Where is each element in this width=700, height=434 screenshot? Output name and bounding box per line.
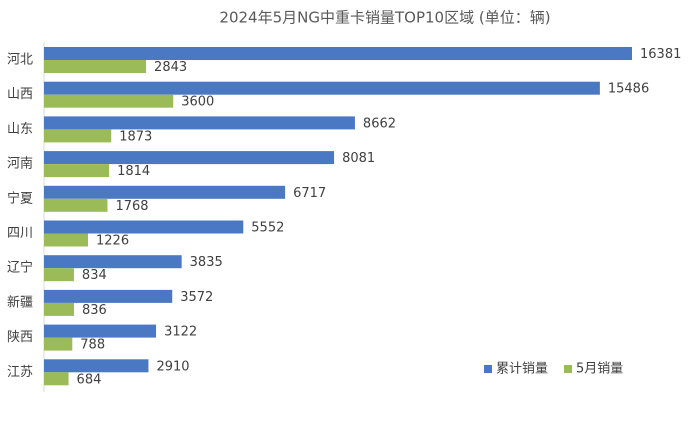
bar xyxy=(44,116,355,130)
bar xyxy=(44,60,147,73)
y-tick-label: 四川 xyxy=(7,226,33,241)
data-label: 6717 xyxy=(293,186,326,201)
bar xyxy=(44,337,73,351)
bar xyxy=(44,302,75,316)
y-tick-label: 河南 xyxy=(7,156,33,172)
bar xyxy=(44,47,632,60)
data-label: 1814 xyxy=(117,164,150,179)
bar xyxy=(44,359,149,373)
bar xyxy=(44,372,69,386)
data-label: 5552 xyxy=(251,221,284,236)
bar xyxy=(44,289,173,303)
legend-label: 累计销量 xyxy=(496,362,548,377)
bar xyxy=(44,233,89,247)
data-label: 3572 xyxy=(180,290,213,305)
data-label: 3122 xyxy=(164,325,197,340)
data-label: 8081 xyxy=(342,151,375,166)
bar xyxy=(44,129,112,143)
bar xyxy=(44,324,157,338)
bar xyxy=(44,255,182,269)
y-tick-label: 山西 xyxy=(7,87,33,102)
bar xyxy=(44,268,74,282)
bar xyxy=(44,81,600,95)
y-tick-label: 辽宁 xyxy=(7,260,33,276)
data-label: 1226 xyxy=(96,234,129,249)
data-label: 834 xyxy=(82,268,107,283)
y-tick-label: 宁夏 xyxy=(7,190,33,206)
data-label: 3835 xyxy=(190,255,223,270)
data-label: 1768 xyxy=(115,199,148,214)
data-label: 15486 xyxy=(608,82,649,97)
bar xyxy=(44,164,110,178)
bar xyxy=(44,151,335,165)
bar xyxy=(44,185,286,199)
data-label: 836 xyxy=(82,303,107,318)
y-tick-label: 新疆 xyxy=(7,294,33,310)
data-label: 2843 xyxy=(154,60,187,75)
bar xyxy=(44,198,108,212)
data-label: 2910 xyxy=(156,359,189,374)
data-label: 788 xyxy=(80,338,105,353)
data-label: 684 xyxy=(77,372,102,387)
legend-swatch xyxy=(564,365,572,373)
legend-swatch xyxy=(484,365,492,373)
y-tick-label: 陕西 xyxy=(7,330,33,345)
data-label: 16381 xyxy=(640,47,681,62)
chart-title: 2024年5月NG中重卡销量TOP10区域 (单位：辆) xyxy=(219,9,550,27)
legend-label: 5月销量 xyxy=(576,362,623,377)
bar xyxy=(44,220,244,234)
y-tick-label: 山东 xyxy=(7,122,33,137)
y-tick-label: 河北 xyxy=(7,53,33,68)
bar xyxy=(44,94,174,108)
data-label: 8662 xyxy=(363,116,396,131)
y-tick-label: 江苏 xyxy=(7,364,33,380)
data-label: 3600 xyxy=(181,95,214,110)
data-label: 1873 xyxy=(119,129,152,144)
